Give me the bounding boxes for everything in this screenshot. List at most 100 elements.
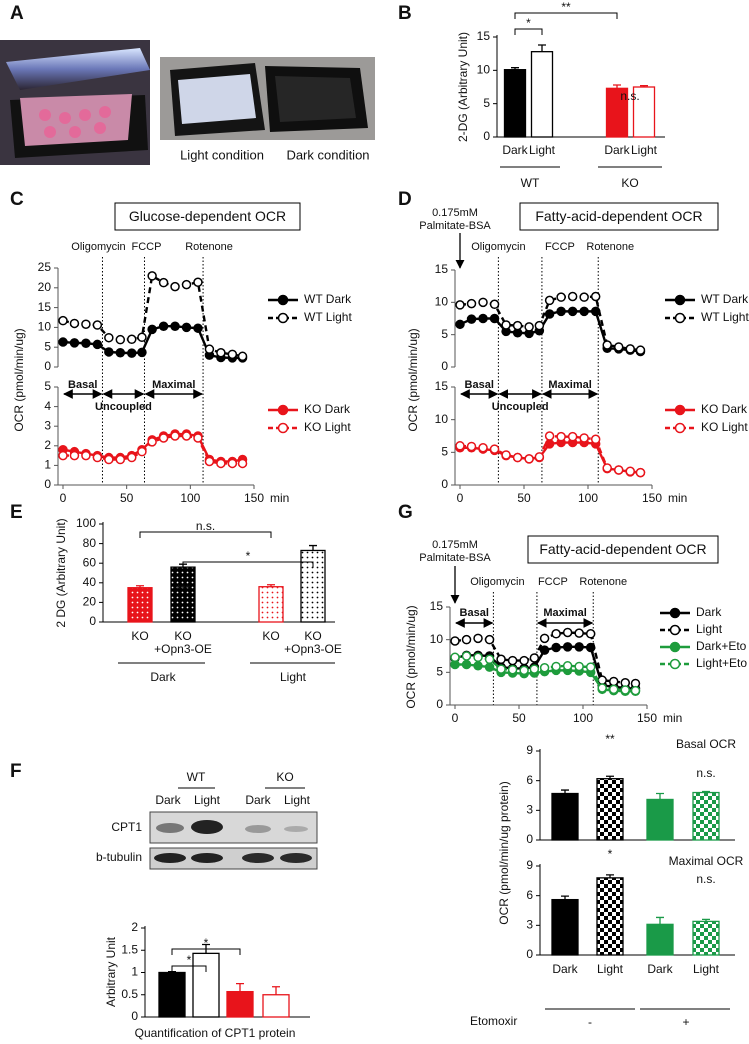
data-point — [484, 634, 495, 645]
data-point — [81, 319, 91, 329]
factor-level: + — [682, 1015, 689, 1029]
data-point — [193, 277, 203, 288]
group-label: Light — [280, 670, 307, 684]
data-point — [450, 652, 460, 663]
data-point — [524, 322, 534, 332]
error-bar — [236, 982, 244, 992]
bar — [596, 877, 624, 956]
error-bar — [561, 895, 569, 900]
y-tick-label: 9 — [526, 743, 533, 757]
data-point — [556, 306, 566, 317]
y-tick-label: 3 — [526, 918, 533, 932]
legend-label: KO Dark — [701, 402, 748, 416]
x-tick-label: 0 — [452, 711, 459, 725]
data-point — [579, 433, 589, 443]
error-bar — [656, 792, 664, 800]
y-tick-label: 20 — [38, 280, 52, 294]
data-point — [544, 439, 555, 449]
y-tick-label: 10 — [435, 295, 449, 309]
x-tick-label: +Opn3-OE — [284, 642, 342, 656]
data-point — [613, 342, 624, 352]
data-point — [115, 334, 126, 345]
data-point — [81, 450, 91, 461]
data-point — [58, 337, 68, 347]
phase-label: Maximal — [548, 379, 591, 391]
legend-label: Light — [696, 622, 723, 636]
panel-label: A — [10, 3, 24, 24]
data-point — [496, 654, 506, 665]
data-point — [562, 642, 573, 652]
x-tick-label: +Opn3-OE — [154, 642, 212, 656]
y-tick-label: 10 — [477, 63, 491, 77]
significance-bracket — [514, 12, 618, 19]
data-point — [92, 452, 103, 463]
y-tick-label: 4 — [44, 399, 51, 413]
data-point — [204, 344, 215, 354]
x-tick-label: 150 — [642, 491, 662, 505]
panel-label: G — [398, 502, 413, 523]
x-tick-label: KO — [262, 629, 279, 643]
y-tick-label: 15 — [477, 29, 491, 43]
y-tick-label: 5 — [483, 96, 490, 110]
panel-title: Maximal OCR — [669, 854, 744, 868]
phase-label: Uncoupled — [492, 401, 549, 413]
data-point — [466, 441, 477, 452]
bar — [503, 69, 527, 138]
data-point — [115, 454, 126, 465]
data-point — [237, 351, 248, 362]
data-point — [115, 347, 126, 358]
significance-label: * — [608, 847, 613, 861]
data-point — [608, 676, 619, 687]
y-tick-label: 10 — [430, 632, 444, 646]
x-tick-label: 0 — [60, 491, 67, 505]
significance-label: ** — [561, 0, 571, 14]
legend-marker — [674, 312, 686, 324]
y-tick-label: 0 — [526, 832, 533, 846]
data-point — [104, 347, 114, 357]
treatment-label: Rotenone — [586, 241, 634, 253]
bar — [530, 51, 554, 138]
title-box — [114, 202, 301, 231]
injection-label: 0.175mM — [432, 539, 478, 551]
data-point — [158, 433, 169, 443]
legend-label: WT Dark — [304, 292, 352, 306]
data-point — [574, 628, 584, 638]
legend-label: KO Light — [701, 420, 748, 434]
legend-label: Light+Eto — [696, 656, 747, 670]
bar — [226, 990, 254, 1018]
data-point — [484, 662, 495, 672]
data-point — [635, 345, 646, 355]
significance-bracket — [171, 948, 241, 955]
y-tick-label: 6 — [526, 773, 533, 787]
y-tick-label: 5 — [441, 445, 448, 459]
y-tick-label: 20 — [83, 595, 97, 609]
data-point — [137, 332, 147, 343]
blot-condition: Light — [284, 793, 311, 807]
treatment-label: Oligomycin — [470, 576, 524, 588]
data-point — [489, 299, 500, 310]
y-axis-label: OCR (pmol/min/ug) — [406, 328, 420, 431]
data-point — [104, 332, 114, 343]
data-point — [562, 661, 573, 671]
significance-label: ** — [605, 732, 615, 746]
blot-row-label: b-tubulin — [96, 850, 142, 864]
x-tick-label: 50 — [517, 491, 531, 505]
y-tick-label: 9 — [526, 858, 533, 872]
data-point — [579, 292, 589, 302]
data-point — [512, 452, 523, 463]
y-tick-label: 0 — [441, 359, 448, 373]
data-point — [455, 441, 465, 451]
data-point — [484, 654, 495, 665]
x-tick-label: 100 — [578, 491, 598, 505]
x-tick-label: Light — [529, 143, 556, 157]
y-axis-label: Arbitrary Unit — [104, 936, 118, 1007]
group-label: KO — [621, 176, 638, 190]
error-bar — [267, 584, 275, 587]
data-point — [181, 322, 192, 333]
legend-label: Dark — [696, 605, 722, 619]
x-axis-label: Quantification of CPT1 protein — [135, 1026, 296, 1040]
legend-marker — [669, 624, 681, 636]
title-box — [519, 202, 719, 231]
data-point — [544, 295, 555, 306]
data-point — [602, 340, 612, 350]
